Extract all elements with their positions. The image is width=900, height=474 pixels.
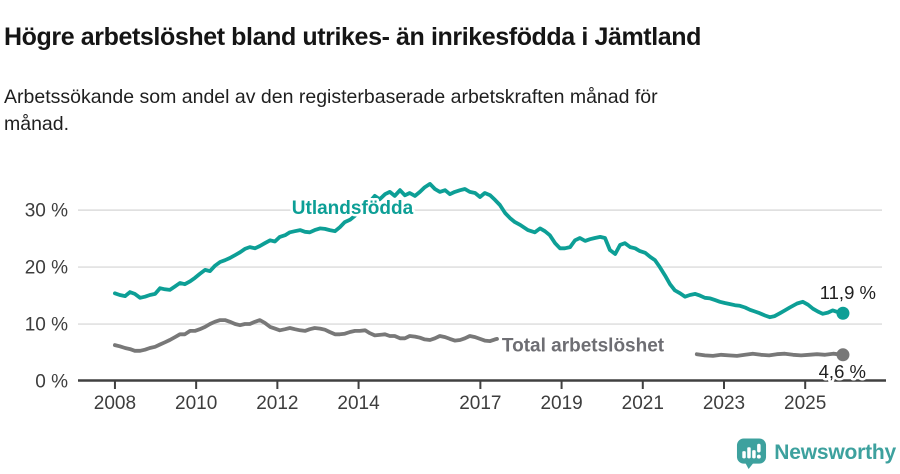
logo-exclamation-dot (757, 454, 762, 459)
newsworthy-logo-icon (737, 438, 767, 469)
y-axis-tick-label: 0 % (35, 372, 68, 393)
y-axis-tick-label: 10 % (25, 315, 68, 336)
logo-bar (742, 451, 747, 459)
logo-exclamation (757, 443, 761, 453)
x-axis-tick-label: 2025 (784, 393, 826, 414)
x-axis-tick-label: 2017 (459, 393, 501, 414)
chart-subtitle: Arbetssökande som andel av den registerb… (4, 85, 658, 136)
x-axis-tick-label: 2019 (540, 393, 582, 414)
x-axis-tick-label: 2021 (622, 393, 664, 414)
series-line-total-arbetsl-shet (113, 318, 499, 353)
series-label-total-arbetsl-shet: Total arbetslöshet (502, 336, 665, 357)
end-dot-utlandsf-dda (836, 306, 850, 320)
logo-tail (745, 461, 755, 469)
logo-bar (752, 450, 756, 459)
y-axis-tick-label: 20 % (25, 258, 68, 279)
x-axis-tick-label: 2023 (703, 393, 745, 414)
chart-svg: 0 % 10 % 20 % 30 % 2008 2010 2012 2014 2017 2019 2… (25, 182, 886, 414)
series-label-utlandsf-dda: Utlandsfödda (292, 198, 414, 219)
series-line-total-arbetsl-shet (694, 351, 845, 358)
y-axis-tick-label: 30 % (25, 201, 68, 222)
chart-area: 0 % 10 % 20 % 30 % 2008 2010 2012 2014 2017 2019 2… (0, 160, 900, 426)
end-value-label-utlandsf-dda: 11,9 % (820, 282, 876, 303)
end-dot-total-arbetsl-shet (836, 348, 850, 362)
x-axis-tick-label: 2008 (94, 393, 136, 414)
end-value-label-total-arbetsl-shet: 4,6 % (819, 361, 866, 382)
logo-badge (737, 438, 767, 464)
brand-name: Newsworthy (774, 441, 896, 464)
brand-footer: Newsworthy (736, 436, 896, 470)
logo-bar (747, 447, 752, 459)
x-axis-tick-label: 2012 (256, 393, 298, 414)
series-line-utlandsf-dda (113, 182, 845, 320)
x-axis-tick-label: 2014 (337, 393, 380, 414)
page-title: Högre arbetslöshet bland utrikes- än inr… (4, 22, 701, 51)
x-axis-tick-label: 2010 (175, 393, 217, 414)
